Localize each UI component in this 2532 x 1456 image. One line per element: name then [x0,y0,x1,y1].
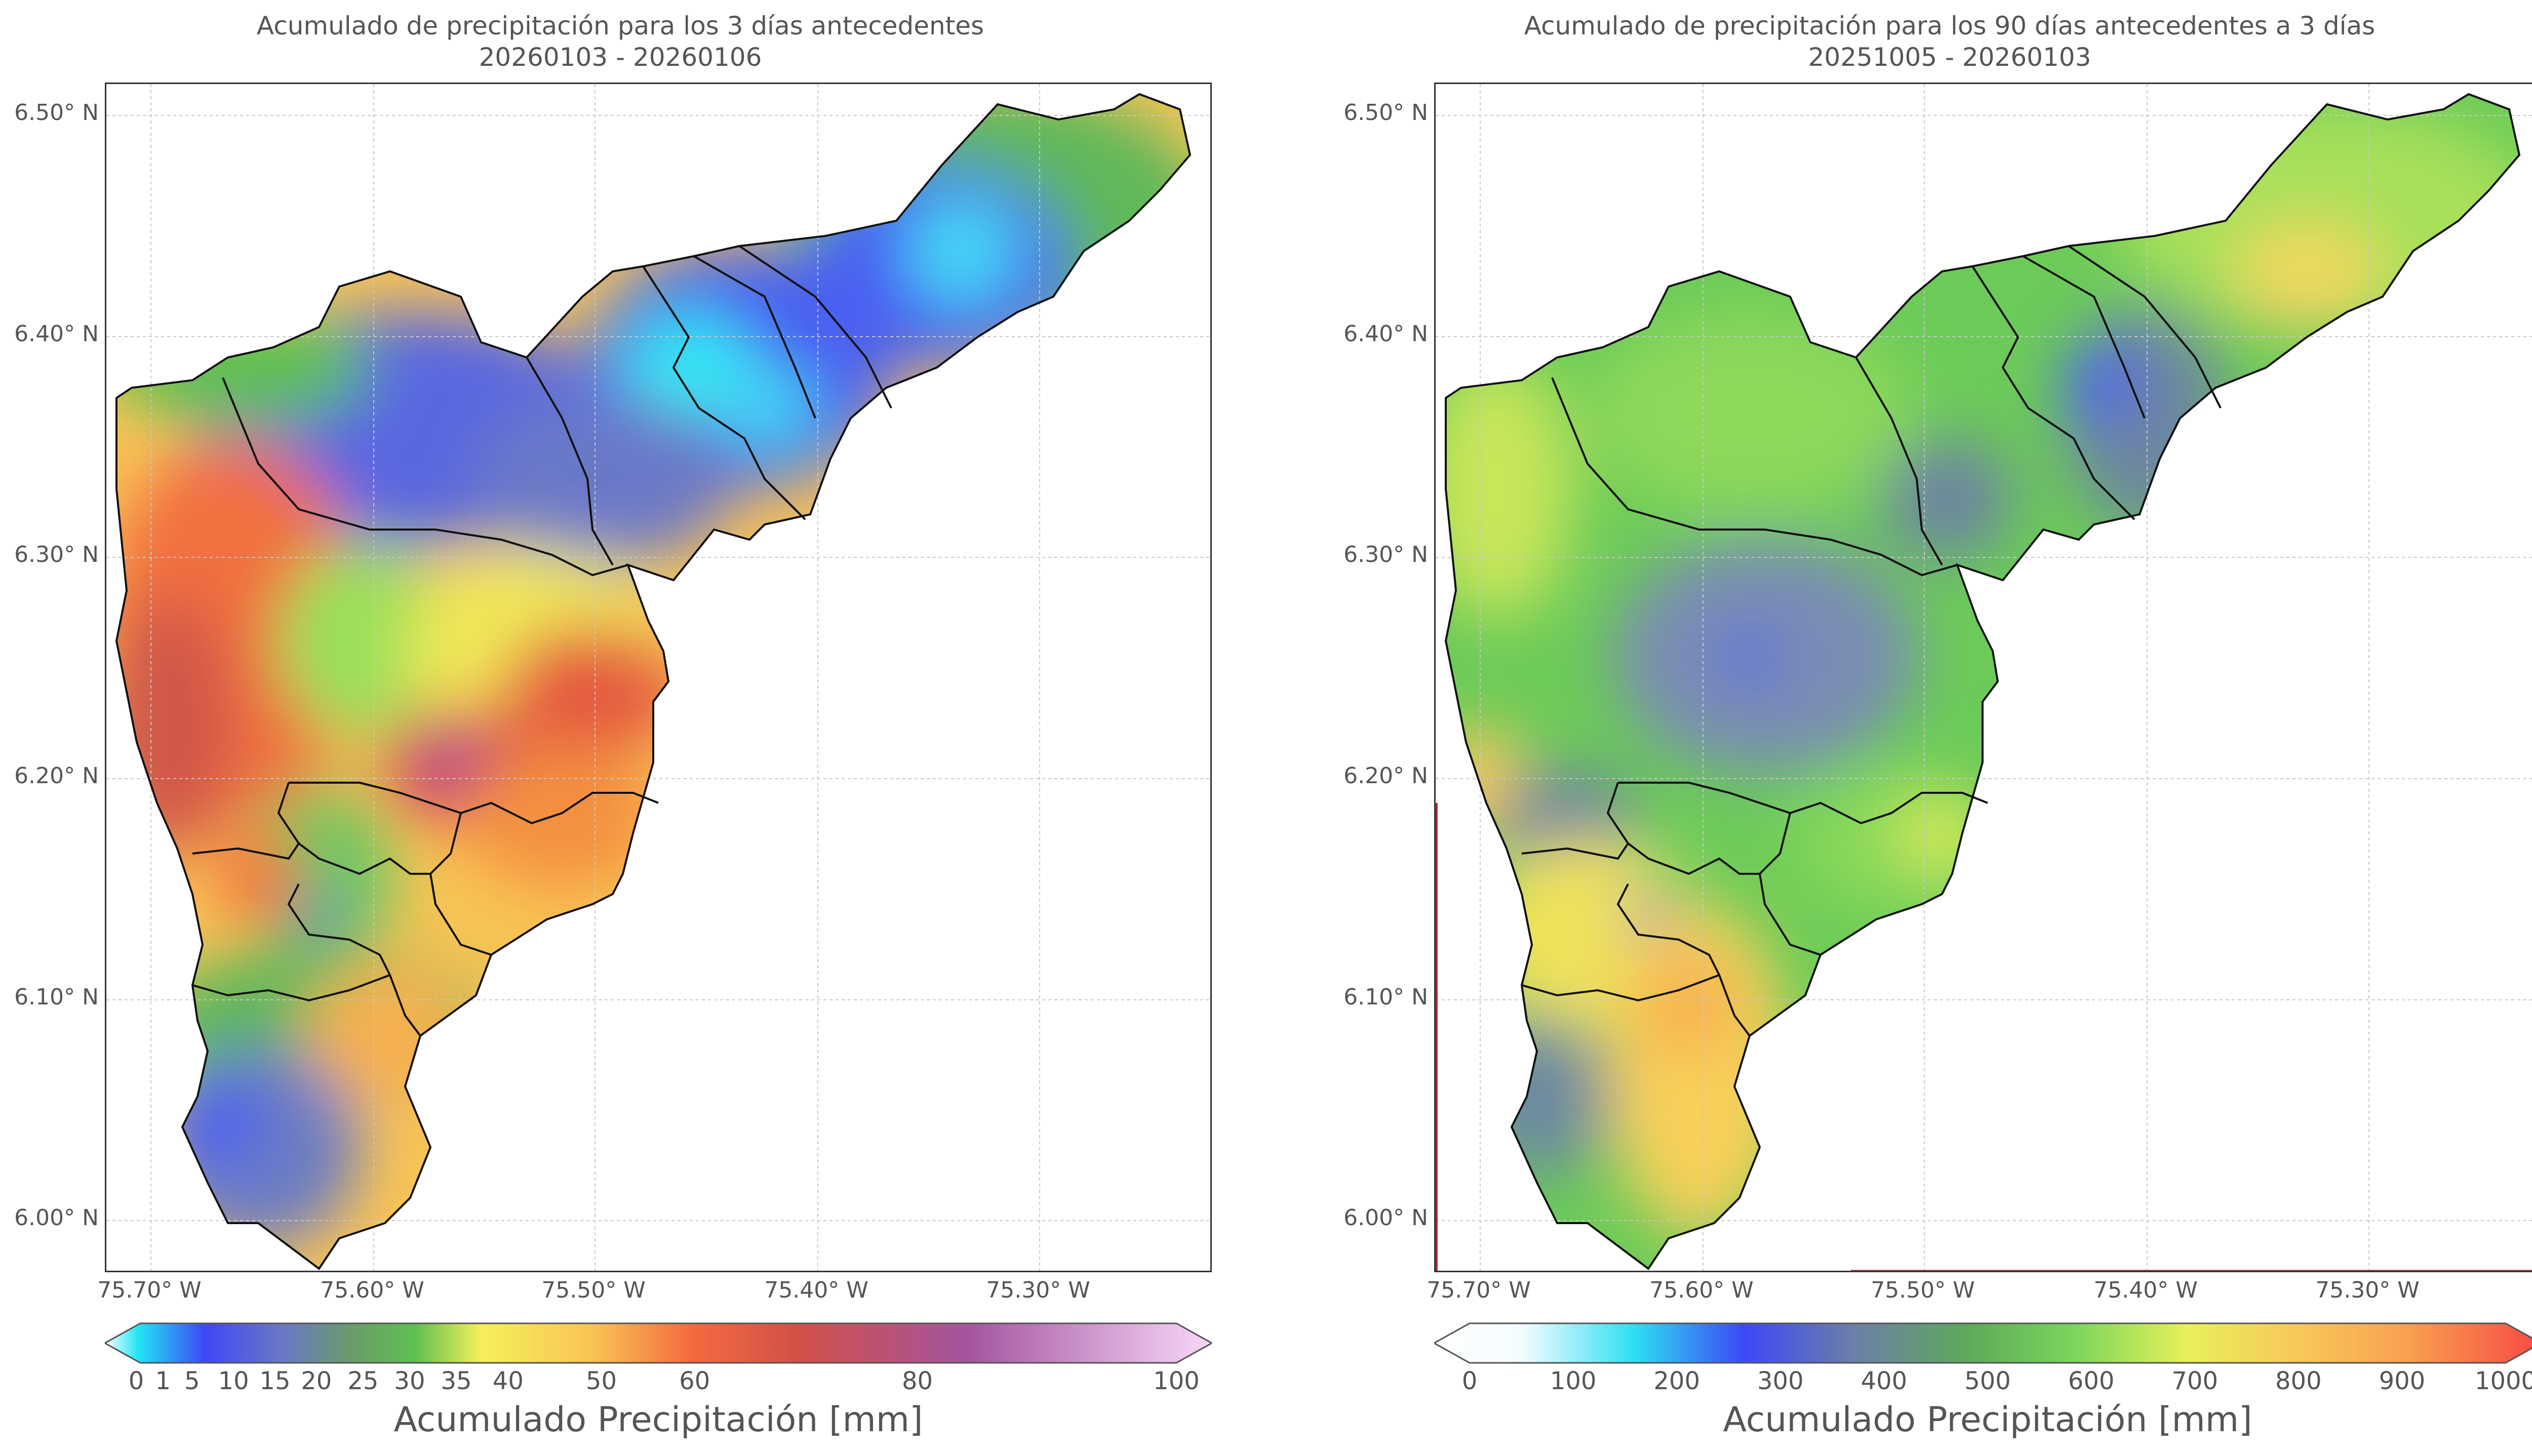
latitude-tick-label: 6.10° N [1343,984,1428,1010]
colorbar-tick-label: 1 [155,1367,171,1395]
colorbar-tick-label: 900 [2379,1367,2426,1395]
map-title: Acumulado de precipitación para los 3 dí… [256,11,984,41]
longitude-tick-label: 75.30° W [986,1277,1090,1303]
longitude-tick-label: 75.50° W [1871,1277,1975,1303]
colorbar-tick-label: 0 [1461,1367,1478,1395]
colorbar-tick-label: 1000 [2474,1367,2532,1395]
precipitation-map-3-days [106,84,1210,1271]
map-panel-left: Acumulado de precipitación para los 3 dí… [0,0,1241,1456]
latitude-tick-label: 6.30° N [1343,542,1428,568]
colorbar-tick-label: 50 [585,1367,617,1395]
colorbar-tick-label: 400 [1861,1367,1908,1395]
colorbar-tick-label: 5 [184,1367,200,1395]
latitude-tick-label: 6.00° N [1343,1205,1428,1231]
map-date-range: 20260103 - 20260106 [479,43,762,72]
longitude-tick-label: 75.40° W [764,1277,868,1303]
colorbar-tick-label: 700 [2171,1367,2218,1395]
map-area [1434,83,2532,1272]
colorbar-tick-label: 10 [218,1367,249,1395]
colorbar-tick-label: 100 [1153,1367,1200,1395]
map-title: Acumulado de precipitación para los 90 d… [1524,11,2376,41]
longitude-tick-label: 75.70° W [97,1277,202,1303]
colorbar-right [1434,1322,2532,1364]
colorbar-tick-label: 200 [1653,1367,1700,1395]
latitude-tick-label: 6.40° N [14,321,99,347]
colorbar-tick-label: 20 [301,1367,332,1395]
longitude-tick-label: 75.70° W [1427,1277,1531,1303]
latitude-tick-label: 6.50° N [1343,100,1428,126]
colorbar-tick-label: 80 [901,1367,933,1395]
longitude-tick-label: 75.60° W [320,1277,424,1303]
colorbar-tick-label: 800 [2275,1367,2322,1395]
colorbar-tick-label: 60 [679,1367,710,1395]
colorbar-label: Acumulado Precipitación [mm] [393,1400,923,1440]
longitude-tick-label: 75.40° W [2093,1277,2198,1303]
colorbar-left [105,1322,1212,1364]
colorbar-tick-label: 40 [492,1367,524,1395]
map-date-range: 20251005 - 20260103 [1808,43,2091,72]
latitude-tick-label: 6.20° N [1343,763,1428,789]
colorbar-tick-label: 300 [1757,1367,1804,1395]
colorbar-tick-label: 100 [1550,1367,1597,1395]
latitude-tick-label: 6.40° N [1343,321,1428,347]
longitude-tick-label: 75.60° W [1649,1277,1754,1303]
colorbar-tick-label: 500 [1964,1367,2011,1395]
map-panel-right: Acumulado de precipitación para los 90 d… [1329,0,2532,1456]
latitude-tick-label: 6.50° N [14,100,99,126]
precipitation-map-90-days [1436,84,2532,1271]
latitude-tick-label: 6.10° N [14,984,99,1010]
colorbar-tick-label: 600 [2068,1367,2115,1395]
map-area [105,83,1212,1272]
colorbar-tick-label: 25 [347,1367,379,1395]
longitude-tick-label: 75.30° W [2315,1277,2420,1303]
latitude-tick-label: 6.00° N [14,1205,99,1231]
colorbar-tick-label: 0 [128,1367,144,1395]
longitude-tick-label: 75.50° W [541,1277,646,1303]
colorbar-tick-label: 15 [259,1367,291,1395]
latitude-tick-label: 6.30° N [14,542,99,568]
colorbar-tick-label: 35 [441,1367,472,1395]
colorbar-tick-label: 30 [394,1367,425,1395]
graticule [1436,84,2532,1271]
latitude-tick-label: 6.20° N [14,763,99,789]
colorbar-label: Acumulado Precipitación [mm] [1723,1400,2252,1440]
graticule [106,84,1210,1271]
